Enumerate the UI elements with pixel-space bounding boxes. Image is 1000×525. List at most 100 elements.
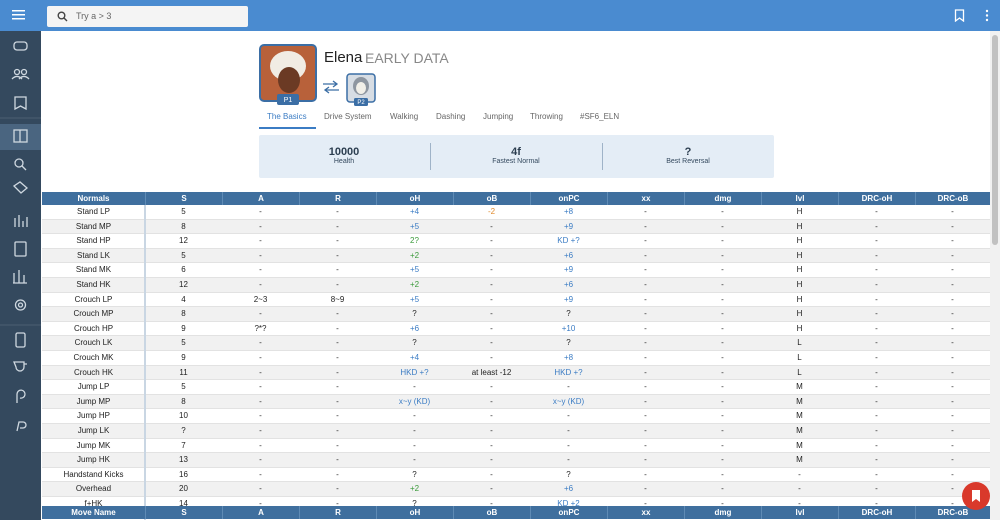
scrollbar[interactable] bbox=[990, 31, 1000, 520]
table-cell: HKD +? bbox=[400, 367, 429, 377]
table-footer-cell[interactable]: oB bbox=[453, 506, 530, 519]
tab[interactable]: #SF6_ELN bbox=[580, 112, 620, 121]
table-cell: - bbox=[721, 484, 724, 494]
table-cell: - bbox=[336, 265, 339, 275]
table-cell: - bbox=[644, 323, 647, 333]
table-cell: - bbox=[875, 499, 878, 508]
table-footer-cell[interactable]: S bbox=[145, 506, 222, 519]
table-cell: - bbox=[875, 455, 878, 465]
p2-portrait[interactable] bbox=[346, 73, 376, 107]
table-footer-bar bbox=[42, 506, 990, 519]
table-cell: - bbox=[259, 382, 262, 392]
table-footer-cell[interactable]: dmg bbox=[684, 506, 761, 519]
table-header-cell[interactable]: S bbox=[145, 192, 222, 205]
table-header-cell[interactable]: A bbox=[222, 192, 299, 205]
table-header-cell[interactable]: oH bbox=[376, 192, 453, 205]
table-cell: - bbox=[644, 484, 647, 494]
swap-icon[interactable] bbox=[322, 80, 340, 94]
sidebar bbox=[0, 31, 41, 520]
table-cell: ? bbox=[412, 499, 417, 508]
table-row bbox=[42, 263, 990, 278]
table-cell: - bbox=[336, 250, 339, 260]
tab[interactable]: Drive System bbox=[324, 112, 372, 121]
tab[interactable]: Throwing bbox=[530, 112, 563, 121]
table-cell: +9 bbox=[563, 221, 574, 231]
tab[interactable]: Jumping bbox=[483, 112, 514, 121]
table-cell: - bbox=[336, 309, 339, 319]
table-cell: ? bbox=[566, 469, 571, 479]
table-cell: - bbox=[721, 338, 724, 348]
table-cell: - bbox=[259, 367, 262, 377]
table-cell: Jump LK bbox=[77, 426, 110, 435]
table-cell: L bbox=[797, 353, 802, 362]
bookmark-button[interactable] bbox=[954, 9, 965, 22]
table-cell: - bbox=[951, 367, 954, 377]
table-header-cell[interactable]: R bbox=[299, 192, 376, 205]
table-cell: - bbox=[875, 280, 878, 289]
table-cell: - bbox=[644, 499, 647, 508]
table-cell: - bbox=[644, 426, 647, 435]
table-header-cell[interactable]: oB bbox=[453, 192, 530, 205]
table-cell: - bbox=[644, 396, 647, 406]
table-cell: 8 bbox=[181, 309, 186, 319]
table-cell: - bbox=[644, 353, 647, 362]
table-cell: - bbox=[721, 455, 724, 465]
more-button[interactable] bbox=[984, 9, 990, 22]
table-cell: +6 bbox=[563, 250, 574, 260]
table-row bbox=[42, 467, 990, 483]
table-cell: - bbox=[951, 294, 954, 304]
tab[interactable]: Dashing bbox=[436, 112, 466, 121]
table-row bbox=[42, 278, 990, 293]
table-cell: at least -12 bbox=[471, 367, 512, 377]
table-header-cell[interactable]: xx bbox=[607, 192, 684, 205]
table-header-cell[interactable]: dmg bbox=[684, 192, 761, 205]
table-cell: - bbox=[951, 207, 954, 216]
table-footer-cell[interactable]: onPC bbox=[530, 506, 607, 519]
table-cell: - bbox=[336, 367, 339, 377]
table-cell: ? bbox=[412, 469, 417, 479]
table-cell: - bbox=[644, 382, 647, 392]
tab-indicator bbox=[259, 127, 316, 129]
tab[interactable]: The Basics bbox=[267, 112, 307, 121]
table-cell: - bbox=[644, 469, 647, 479]
table-cell: - bbox=[490, 499, 493, 508]
table-cell: 9 bbox=[181, 353, 186, 362]
character-name: Elena bbox=[324, 49, 363, 66]
table-cell: - bbox=[951, 323, 954, 333]
table-cell: - bbox=[490, 455, 493, 465]
table-cell: Crouch LP bbox=[74, 294, 113, 304]
menu-button[interactable] bbox=[12, 9, 26, 21]
table-footer-cell[interactable]: R bbox=[299, 506, 376, 519]
table-cell: - bbox=[644, 309, 647, 319]
table-header-cell[interactable]: DRC-oH bbox=[838, 192, 915, 205]
table-footer-cell[interactable]: oH bbox=[376, 506, 453, 519]
table-header-cell[interactable]: onPC bbox=[530, 192, 607, 205]
table-cell: 6 bbox=[181, 265, 186, 275]
table-cell: - bbox=[259, 309, 262, 319]
table-cell: - bbox=[259, 280, 262, 289]
search-box[interactable]: Try a > 3 bbox=[47, 6, 248, 27]
save-button[interactable] bbox=[961, 481, 991, 511]
table-cell: - bbox=[413, 411, 416, 421]
scroll-thumb[interactable] bbox=[992, 35, 998, 245]
table-footer-cell[interactable]: A bbox=[222, 506, 299, 519]
table-header-cell[interactable]: DRC-oB bbox=[915, 192, 990, 205]
table-cell: - bbox=[721, 426, 724, 435]
table-footer-cell[interactable]: Move Name bbox=[71, 508, 116, 517]
table-footer-cell[interactable]: lvl bbox=[761, 506, 838, 519]
table-cell: - bbox=[951, 236, 954, 246]
table-cell: Handstand Kicks bbox=[63, 469, 124, 479]
tab[interactable]: Walking bbox=[390, 112, 419, 121]
table-header-cell[interactable]: Normals bbox=[77, 194, 110, 203]
table-header-cell[interactable]: lvl bbox=[761, 192, 838, 205]
table-cell: - bbox=[259, 221, 262, 231]
table-footer-cell[interactable]: xx bbox=[607, 506, 684, 519]
table-cell: Crouch MK bbox=[73, 353, 114, 362]
table-footer-cell[interactable]: DRC-oB bbox=[915, 506, 990, 519]
stat-label: Health bbox=[333, 158, 355, 165]
table-cell: - bbox=[336, 280, 339, 289]
table-cell: 16 bbox=[179, 469, 188, 479]
table-footer-cell[interactable]: DRC-oH bbox=[838, 506, 915, 519]
table-row bbox=[42, 205, 990, 220]
table-cell: +10 bbox=[561, 323, 576, 333]
